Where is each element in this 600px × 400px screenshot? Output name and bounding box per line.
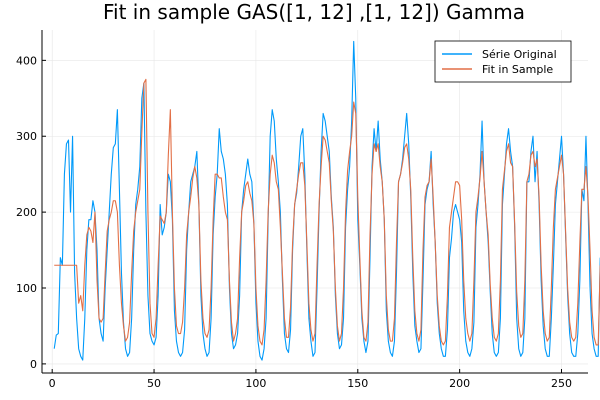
legend-label: Fit in Sample (482, 63, 553, 76)
x-tick-label: 250 (551, 377, 572, 390)
plot-area (53, 40, 600, 361)
legend-box (434, 40, 572, 83)
legend-label: Série Original (482, 48, 557, 61)
y-tick-label: 100 (16, 282, 37, 295)
tick-labels: 0 50 100 150 200 250 0 100 200 300 400 (16, 54, 572, 390)
plot-axes (41, 30, 588, 374)
series-line-2 (54, 78, 600, 346)
x-tick-label: 100 (245, 377, 266, 390)
series-line-1 (53, 40, 600, 361)
y-tick-label: 300 (16, 130, 37, 143)
x-tick-label: 150 (347, 377, 368, 390)
y-tick-label: 400 (16, 54, 37, 67)
chart-title: Fit in sample GAS([1, 12] ,[1, 12]) Gamm… (103, 0, 525, 24)
legend: Série Original Fit in Sample (434, 40, 572, 83)
y-tick-label: 0 (30, 358, 37, 371)
x-tick-label: 0 (49, 377, 56, 390)
x-tick-label: 50 (147, 377, 161, 390)
x-tick-label: 200 (449, 377, 470, 390)
y-tick-label: 200 (16, 206, 37, 219)
